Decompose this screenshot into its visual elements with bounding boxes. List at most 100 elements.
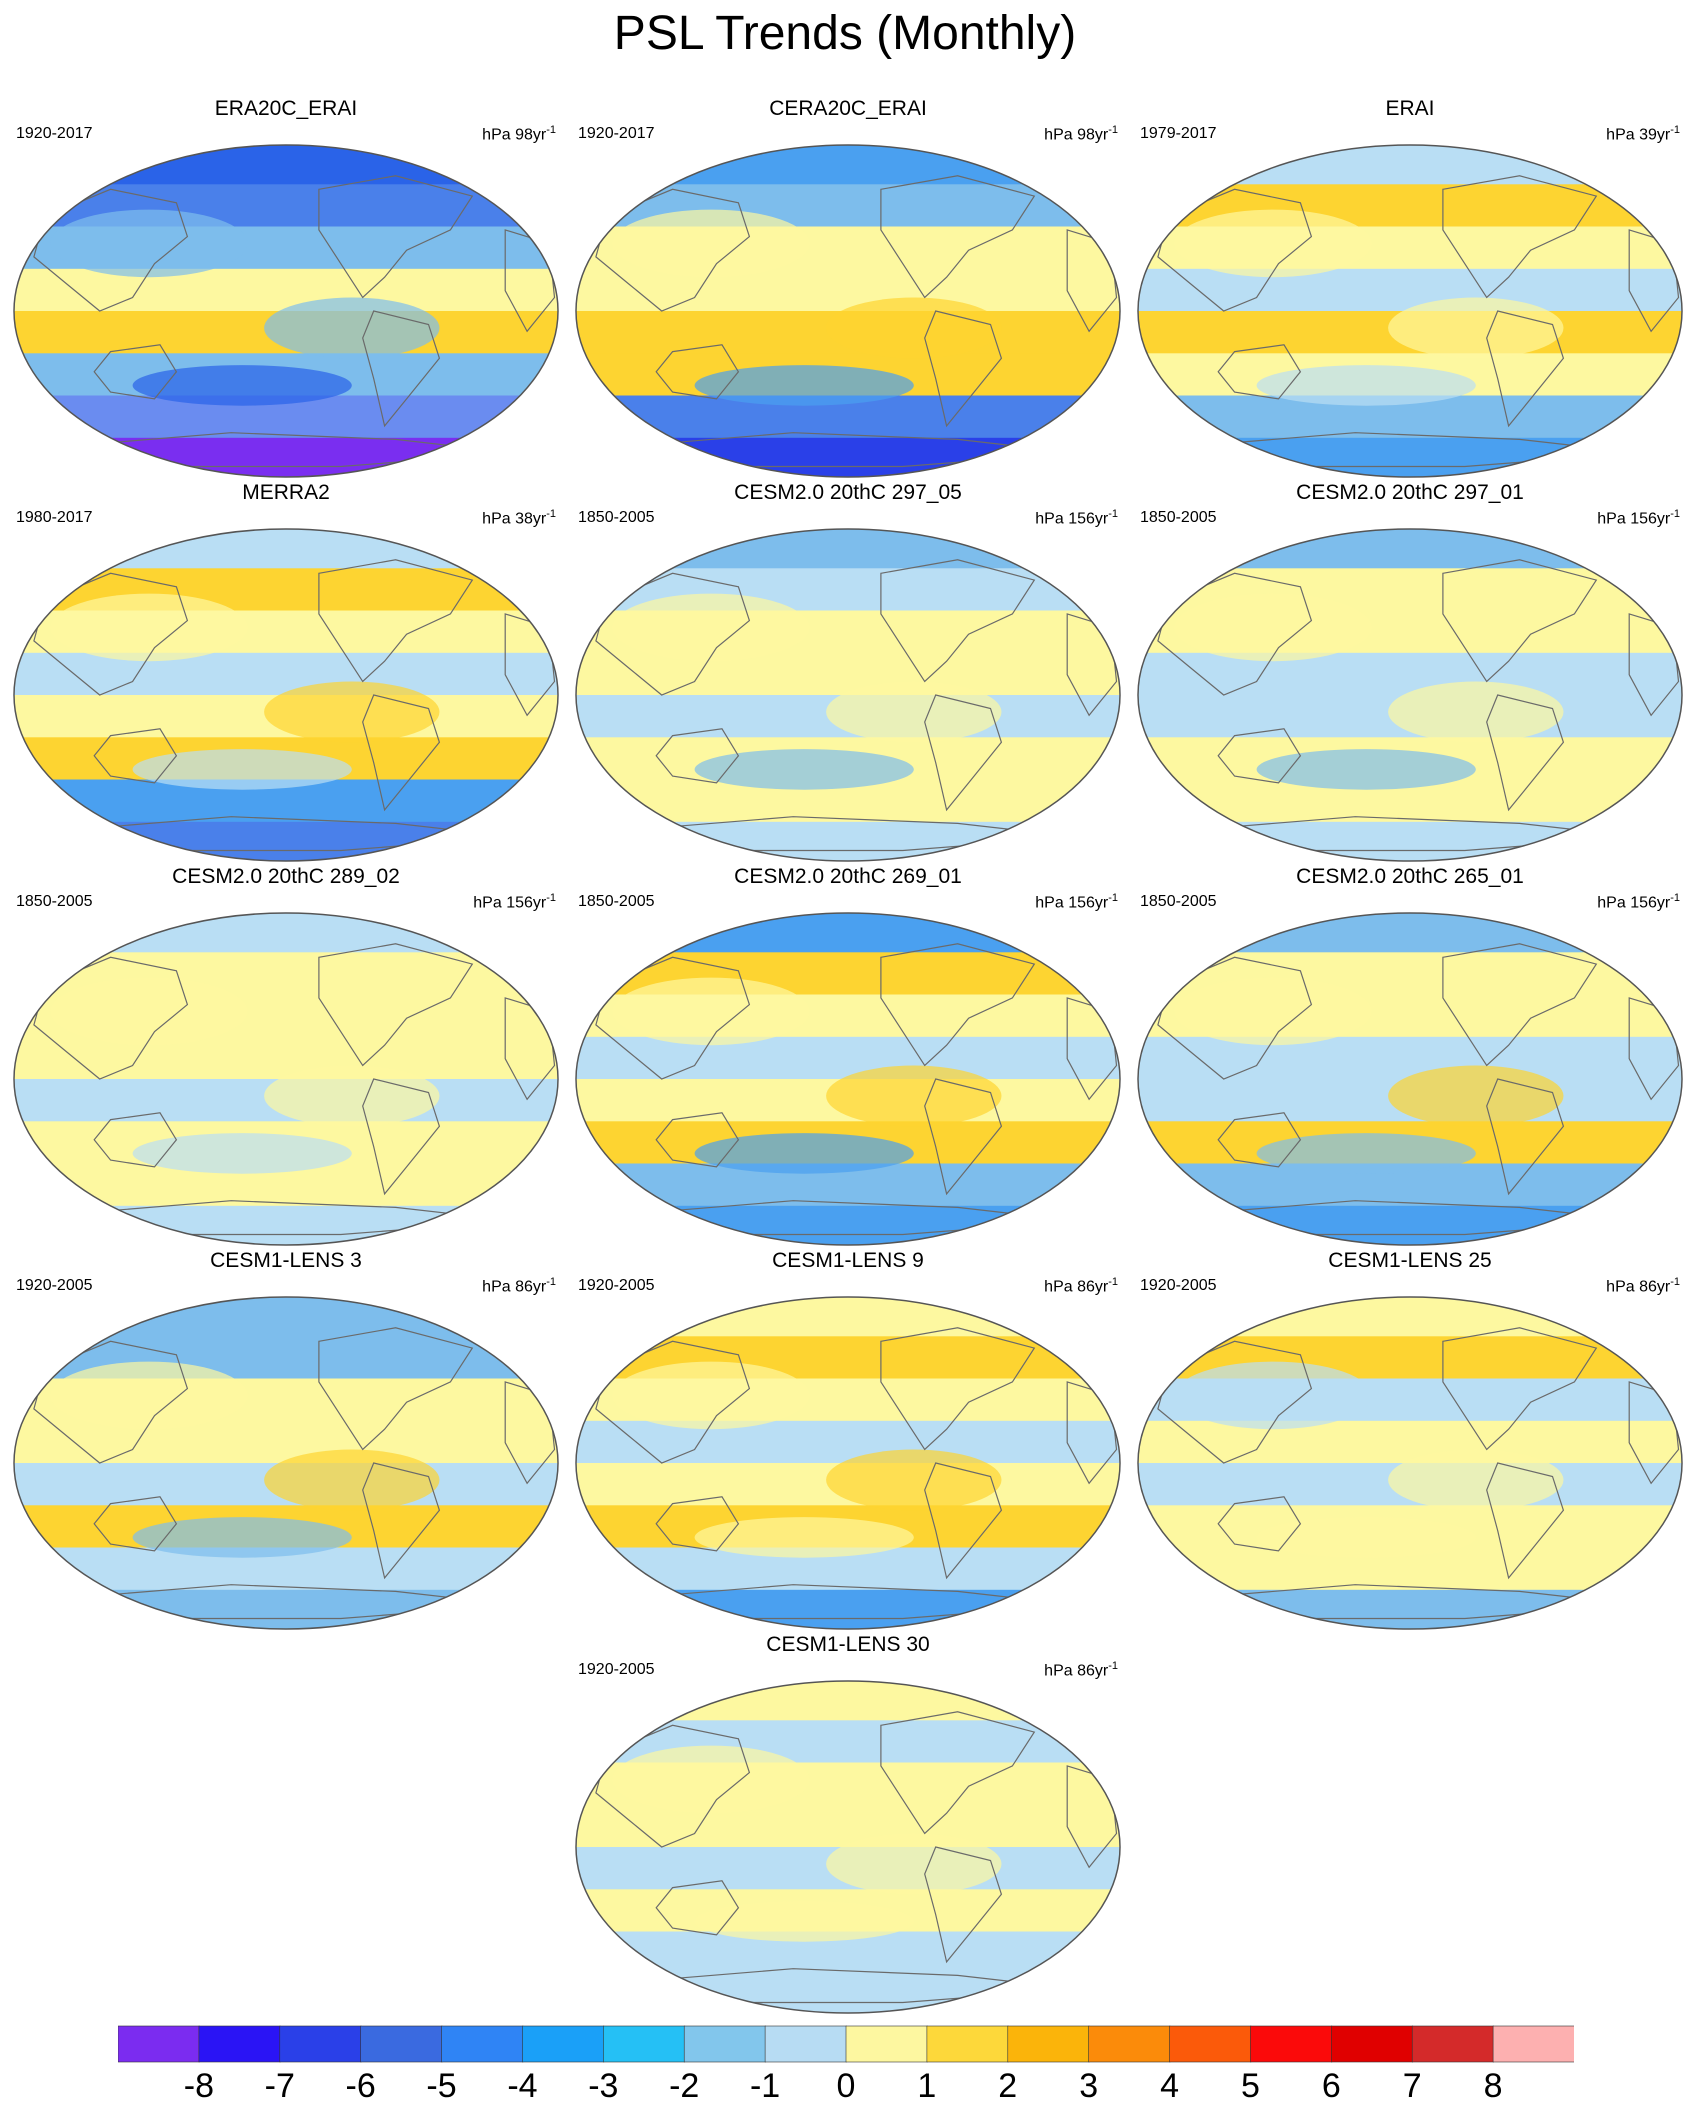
contour-blob (612, 977, 810, 1046)
coastline (655, 344, 740, 400)
contour-band (576, 1420, 1120, 1465)
coastline (33, 1340, 189, 1464)
contour-blob (612, 1361, 810, 1430)
panel-period: 1979-2017 (1140, 125, 1217, 142)
contour-blob (1256, 749, 1476, 790)
contour-blob (132, 1517, 352, 1558)
contour-blob (132, 365, 352, 406)
panel-title: ERA20C_ERAI (214, 97, 358, 120)
contour-blob (1388, 297, 1564, 359)
contour-blob (50, 209, 248, 278)
panel-units: hPa 156yr-1 (1035, 504, 1118, 529)
contour-band (1138, 913, 1682, 954)
panel-title: CESM1-LENS 3 (210, 1249, 362, 1272)
colorbar-tick-label: -8 (183, 2067, 214, 2105)
map-panel: CESM1-LENS 30 1920-2005 hPa 86yr-1 (568, 1632, 1128, 2014)
colorbar-segment (1411, 2025, 1494, 2063)
map-outline (575, 144, 1121, 478)
contour-band (14, 1205, 558, 1245)
coastline (1442, 1327, 1598, 1451)
contour-blob (50, 977, 248, 1046)
colorbar-tick-label: 0 (836, 2067, 856, 2105)
contour-blob (264, 681, 440, 743)
contour-band (1138, 145, 1682, 186)
contour-band (1138, 821, 1682, 861)
trend-map (575, 144, 1121, 478)
colorbar-segment (118, 2025, 200, 2063)
colorbar-segment (198, 2025, 281, 2063)
contour-blob (694, 1901, 914, 1942)
colorbar-segment (1169, 2025, 1252, 2063)
colorbar-segment (764, 2025, 847, 2063)
contour-blob (1388, 681, 1564, 743)
units-exponent: -1 (1108, 1276, 1118, 1288)
contour-blob (1174, 977, 1372, 1046)
map-outline (13, 1296, 559, 1630)
panel-title: CESM2.0 20thC 289_02 (172, 865, 400, 888)
contour-band (14, 268, 558, 313)
colorbar-segment (845, 2025, 928, 2063)
panel-units: hPa 98yr-1 (1044, 120, 1118, 145)
coastline (924, 1846, 1003, 1964)
panel-title: ERAI (1385, 97, 1435, 120)
contour-band (576, 1681, 1120, 1722)
contour-blob (1388, 1449, 1564, 1511)
map-outline (13, 912, 559, 1246)
map-panel: ERA20C_ERAI 1920-2017 hPa 98yr-1 (6, 96, 566, 478)
units-prefix: hPa 156yr (1035, 510, 1109, 528)
panel-units: hPa 39yr-1 (1606, 120, 1680, 145)
contour-band (14, 1297, 558, 1338)
contour-band (1138, 652, 1682, 697)
contour-band (576, 1205, 1120, 1245)
trend-map (575, 1680, 1121, 2014)
coastline (595, 572, 751, 696)
contour-blob (132, 1133, 352, 1174)
units-exponent: -1 (1670, 892, 1680, 904)
panel-title: CESM1-LENS 30 (766, 1633, 930, 1656)
coastline (93, 728, 178, 784)
coastline (655, 1112, 740, 1168)
colorbar-segment (522, 2025, 605, 2063)
colorbar-tick-label: 3 (1079, 2067, 1099, 2105)
contour-band (1138, 1205, 1682, 1245)
panel-period: 1920-2005 (578, 1661, 655, 1678)
contour-blob (826, 1833, 1002, 1895)
contour-blob (826, 1449, 1002, 1511)
panel-period: 1920-2017 (578, 125, 655, 142)
trend-map (1137, 1296, 1683, 1630)
colorbar-tick-label: 4 (1160, 2067, 1179, 2105)
colorbar-tick-label: -7 (264, 2067, 295, 2105)
map-panel: CESM2.0 20thC 297_01 1850-2005 hPa 156yr-1 (1130, 480, 1690, 862)
coastline (880, 1327, 1036, 1451)
panel-units: hPa 156yr-1 (1597, 888, 1680, 913)
panel-title: CESM2.0 20thC 297_05 (734, 481, 962, 504)
contour-band (1138, 529, 1682, 570)
contour-band (576, 1036, 1120, 1081)
contour-blob (826, 297, 1002, 359)
panel-period: 1850-2005 (578, 893, 655, 910)
colorbar-segment (683, 2025, 766, 2063)
colorbar-segment (441, 2025, 524, 2063)
units-prefix: hPa 156yr (1035, 894, 1109, 912)
contour-blob (1174, 1361, 1372, 1430)
coastline (1486, 1078, 1565, 1196)
map-outline (1137, 1296, 1683, 1630)
map-outline (575, 528, 1121, 862)
coastline (655, 728, 740, 784)
contour-band (576, 1297, 1120, 1338)
contour-blob (694, 749, 914, 790)
trend-map (1137, 528, 1683, 862)
trend-map (1137, 144, 1683, 478)
colorbar-tick-label: -3 (588, 2067, 619, 2105)
contour-band (14, 1420, 558, 1465)
panel-title: CESM2.0 20thC 265_01 (1296, 865, 1524, 888)
panel-units: hPa 86yr-1 (1044, 1656, 1118, 1681)
units-prefix: hPa 86yr (482, 1278, 547, 1296)
panel-units: hPa 38yr-1 (482, 504, 556, 529)
trend-map (575, 912, 1121, 1246)
coastline (318, 1327, 474, 1451)
contour-blob (694, 1517, 914, 1558)
coastline (1486, 1462, 1565, 1580)
colorbar-tick-label: -2 (669, 2067, 700, 2105)
contour-band (576, 437, 1120, 477)
